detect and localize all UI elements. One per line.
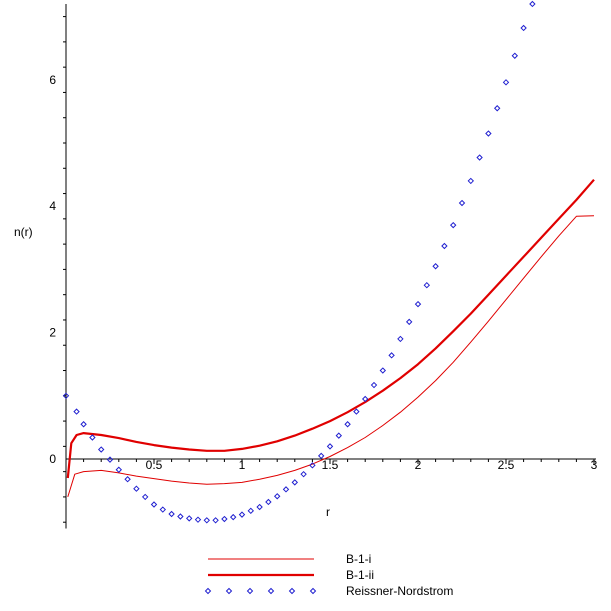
data-point [300, 470, 307, 478]
data-point [458, 199, 466, 207]
data-point [159, 506, 167, 513]
data-point [405, 318, 413, 326]
data-point [397, 335, 404, 343]
data-point [247, 507, 255, 515]
data-point [309, 462, 316, 469]
legend-item: B-1-ii [208, 568, 374, 582]
x-tick-label: 1.5 [322, 458, 339, 472]
y-tick-label: 4 [49, 199, 56, 213]
data-point [388, 352, 395, 359]
data-point [344, 421, 351, 428]
series-b-1-i [67, 215, 595, 498]
data-point [370, 381, 378, 389]
x-tick-label: 2.5 [498, 458, 515, 472]
data-point [449, 221, 457, 229]
legend-marker [246, 587, 254, 595]
data-point [221, 515, 228, 523]
data-point [317, 452, 325, 460]
data-point [89, 434, 96, 441]
data-point [133, 485, 140, 492]
data-point [326, 443, 334, 450]
data-point [441, 242, 448, 250]
data-point [379, 367, 387, 374]
y-axis-label: n(r) [14, 225, 33, 239]
data-point [80, 421, 87, 428]
data-point [256, 503, 263, 511]
legend-marker [204, 587, 212, 595]
x-tick-label: 1 [239, 458, 246, 472]
legend: B-1-i B-1-ii Reissner-Nordstrom [204, 552, 453, 598]
legend-item: B-1-i [208, 552, 371, 566]
legend-marker [309, 587, 317, 595]
data-point [150, 501, 158, 508]
data-point [238, 511, 246, 518]
data-point [432, 263, 439, 270]
data-point [106, 456, 114, 463]
data-point [476, 154, 483, 161]
data-point [203, 517, 211, 524]
data-point [493, 105, 501, 112]
data-point [353, 408, 360, 415]
data-point [73, 408, 80, 415]
data-point [229, 513, 237, 521]
data-point [273, 493, 281, 500]
data-point [115, 466, 123, 473]
data-point [467, 177, 475, 185]
data-point [97, 446, 105, 453]
data-point [185, 515, 193, 522]
axes [63, 3, 596, 529]
data-point [141, 493, 149, 501]
legend-label: B-1-i [346, 552, 371, 566]
data-point [423, 281, 431, 289]
data-point [212, 517, 219, 524]
y-tick-label: 6 [49, 73, 56, 87]
legend-item: Reissner-Nordstrom [204, 584, 453, 598]
data-point [414, 300, 422, 308]
data-point [511, 52, 519, 59]
tick-labels: 0.5 1 1.5 2 2.5 3 0 2 4 6 [49, 73, 597, 472]
x-tick-label: 3 [591, 458, 598, 472]
x-tick-label: 2 [415, 458, 422, 472]
legend-marker [267, 587, 275, 595]
data-point [520, 24, 527, 32]
data-point [361, 395, 369, 403]
data-point [335, 432, 343, 439]
data-point [265, 498, 272, 506]
y-tick-label: 2 [49, 326, 56, 340]
x-tick-label: 0.5 [146, 458, 163, 472]
legend-marker [288, 587, 296, 595]
legend-label: B-1-ii [346, 568, 374, 582]
series-reissner-nordstrom [62, 0, 536, 524]
series-b-1-ii [66, 178, 595, 479]
x-axis-label: r [326, 505, 330, 519]
data-point [124, 476, 131, 483]
data-point [502, 79, 510, 86]
data-point [62, 392, 70, 400]
legend-marker [225, 587, 233, 595]
series-line [67, 215, 595, 498]
legend-label: Reissner-Nordstrom [346, 584, 453, 598]
data-point [291, 479, 299, 486]
series-line [66, 178, 595, 479]
y-tick-label: 0 [49, 452, 56, 466]
data-point [282, 486, 290, 493]
data-point [529, 0, 536, 8]
data-point [168, 510, 175, 518]
data-point [485, 130, 492, 137]
data-point [177, 513, 184, 520]
data-point [194, 516, 202, 523]
series-layer [62, 0, 595, 524]
